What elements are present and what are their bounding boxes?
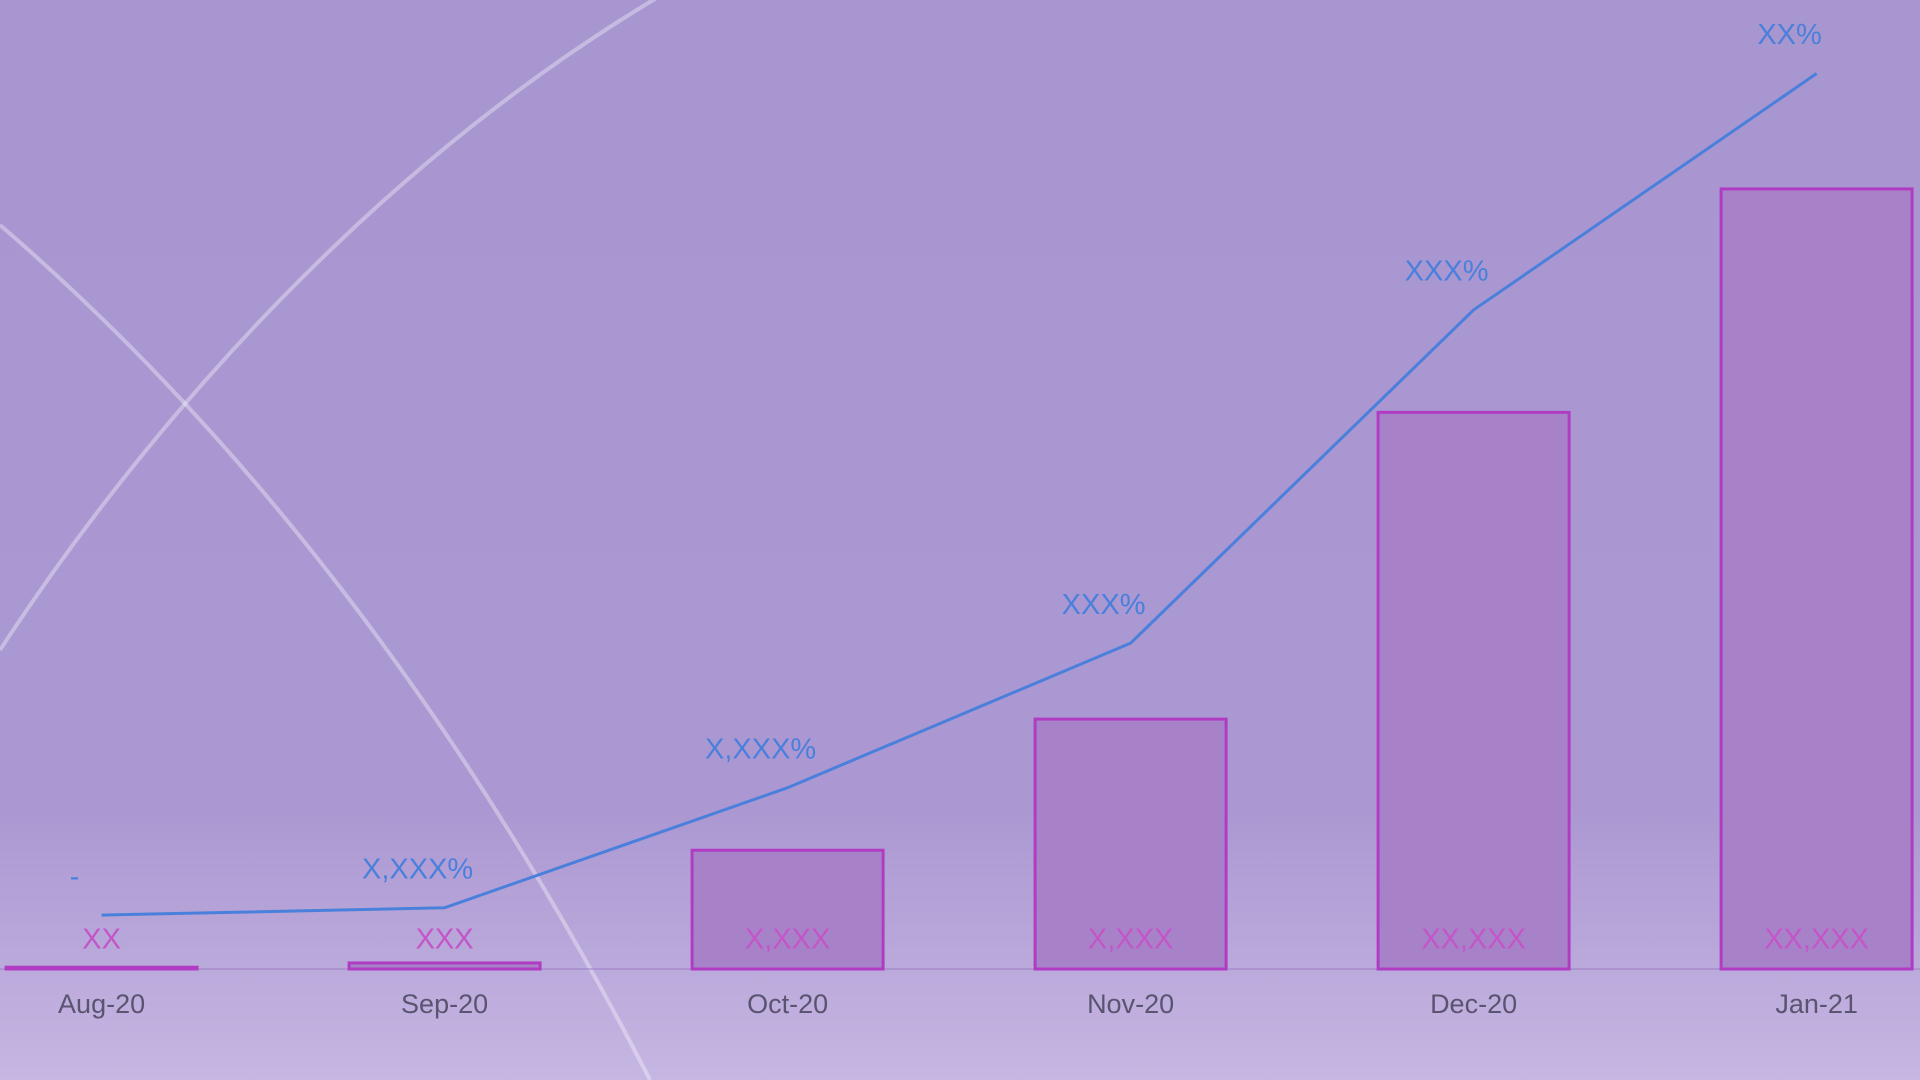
bar-value-label: XXX: [416, 924, 474, 956]
bar-value-label: XX,XXX: [1764, 924, 1869, 956]
line-value-label: XXX%: [1062, 589, 1146, 621]
x-tick-label: Dec-20: [1430, 989, 1517, 1019]
line-value-label: -: [70, 861, 80, 893]
bar-value-label: X,XXX: [745, 924, 830, 956]
bar-value-label: XX: [82, 924, 121, 956]
x-tick-label: Oct-20: [747, 989, 828, 1019]
x-tick-label: Sep-20: [401, 989, 488, 1019]
bar: [690, 848, 885, 971]
bar: [1719, 187, 1914, 971]
decor-arc: [0, 223, 652, 1080]
bar: [1376, 410, 1571, 971]
bar-value-label: X,XXX: [1088, 924, 1173, 956]
bar: [347, 961, 542, 971]
decor-arc: [0, 0, 658, 652]
bar: [4, 965, 199, 971]
x-tick-label: Nov-20: [1087, 989, 1174, 1019]
line-value-label: X,XXX%: [362, 853, 473, 885]
line-value-label: XX%: [1757, 19, 1821, 51]
x-tick-label: Aug-20: [58, 989, 145, 1019]
x-tick-label: Jan-21: [1775, 989, 1858, 1019]
line-value-label: X,XXX%: [705, 733, 816, 765]
line: [101, 72, 1818, 917]
bar-value-label: XX,XXX: [1421, 924, 1526, 956]
bar: [1033, 717, 1228, 971]
line-value-label: XXX%: [1405, 256, 1489, 288]
